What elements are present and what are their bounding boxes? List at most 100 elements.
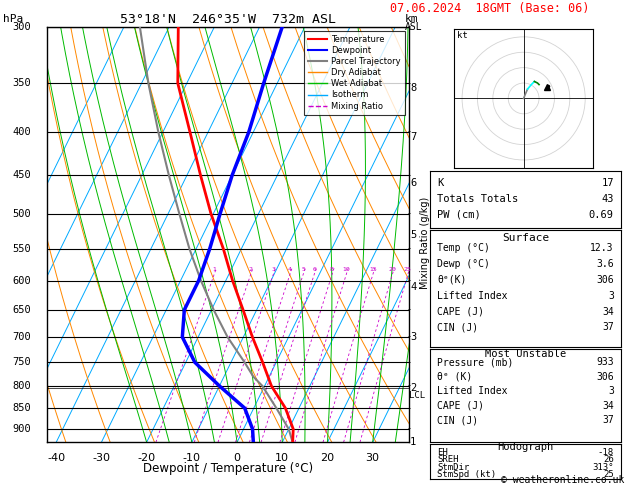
Text: 2: 2 [248, 267, 253, 272]
Text: Surface: Surface [502, 232, 549, 243]
Text: StmDir: StmDir [437, 463, 469, 471]
Text: -: - [408, 425, 410, 434]
Text: -: - [408, 276, 410, 285]
Text: -: - [408, 404, 410, 413]
Legend: Temperature, Dewpoint, Parcel Trajectory, Dry Adiabat, Wet Adiabat, Isotherm, Mi: Temperature, Dewpoint, Parcel Trajectory… [304, 31, 404, 115]
Text: 350: 350 [12, 78, 31, 88]
Text: 750: 750 [12, 357, 31, 367]
Text: 4: 4 [410, 281, 416, 292]
Text: 8: 8 [410, 84, 416, 93]
Text: CAPE (J): CAPE (J) [437, 307, 484, 316]
Text: 3: 3 [271, 267, 276, 272]
Text: 306: 306 [596, 275, 614, 285]
Text: 25: 25 [404, 267, 412, 272]
Text: -: - [408, 305, 410, 314]
Text: 8: 8 [330, 267, 334, 272]
Text: 2: 2 [410, 383, 416, 393]
Text: 650: 650 [12, 305, 31, 315]
Text: 550: 550 [12, 243, 31, 254]
Text: Lifted Index: Lifted Index [437, 386, 508, 397]
Text: -18: -18 [598, 448, 614, 457]
Text: K: K [437, 177, 443, 188]
Text: PW (cm): PW (cm) [437, 209, 481, 220]
Text: -40: -40 [47, 452, 65, 463]
Text: 10: 10 [342, 267, 350, 272]
Text: 37: 37 [602, 416, 614, 425]
Text: 0: 0 [233, 452, 240, 463]
Text: θᵉ (K): θᵉ (K) [437, 372, 472, 382]
Text: -: - [408, 244, 410, 253]
Text: -: - [408, 358, 410, 367]
Text: Temp (°C): Temp (°C) [437, 243, 490, 253]
Text: CAPE (J): CAPE (J) [437, 401, 484, 411]
Text: 15: 15 [369, 267, 377, 272]
Title: 53°18'N  246°35'W  732m ASL: 53°18'N 246°35'W 732m ASL [120, 13, 336, 26]
Text: 34: 34 [602, 307, 614, 316]
Text: 37: 37 [602, 323, 614, 332]
Text: Mixing Ratio (g/kg): Mixing Ratio (g/kg) [420, 197, 430, 289]
Text: -10: -10 [183, 452, 201, 463]
Text: 43: 43 [601, 193, 614, 204]
Text: 10: 10 [276, 452, 289, 463]
Text: 3: 3 [410, 332, 416, 342]
Text: CIN (J): CIN (J) [437, 323, 479, 332]
Text: 400: 400 [12, 127, 31, 137]
Text: hPa: hPa [3, 14, 23, 24]
Text: Totals Totals: Totals Totals [437, 193, 518, 204]
Text: 300: 300 [12, 22, 31, 32]
Text: 306: 306 [596, 372, 614, 382]
Text: -: - [408, 209, 410, 218]
Text: -: - [408, 382, 410, 390]
Text: LCL: LCL [409, 391, 426, 399]
Text: -30: -30 [92, 452, 111, 463]
Text: -20: -20 [138, 452, 156, 463]
Text: 500: 500 [12, 209, 31, 219]
Text: θᵉ(K): θᵉ(K) [437, 275, 467, 285]
Text: -: - [408, 332, 410, 342]
Text: 600: 600 [12, 276, 31, 286]
Text: 933: 933 [596, 358, 614, 367]
Text: 0.69: 0.69 [589, 209, 614, 220]
Text: 20: 20 [389, 267, 396, 272]
Text: 17: 17 [601, 177, 614, 188]
Text: -: - [408, 128, 410, 137]
Text: ASL: ASL [404, 22, 422, 32]
Text: 313°: 313° [593, 463, 614, 471]
Text: 700: 700 [12, 332, 31, 342]
Text: 3: 3 [608, 386, 614, 397]
Text: -: - [408, 22, 410, 31]
Text: Most Unstable: Most Unstable [485, 349, 566, 359]
Text: 4: 4 [288, 267, 292, 272]
Text: 20: 20 [320, 452, 335, 463]
Text: 7: 7 [410, 132, 416, 141]
Text: 3.6: 3.6 [596, 259, 614, 269]
Text: © weatheronline.co.uk: © weatheronline.co.uk [501, 474, 624, 485]
Text: 25: 25 [603, 470, 614, 479]
Text: 6: 6 [410, 178, 416, 188]
Text: CIN (J): CIN (J) [437, 416, 479, 425]
Text: 5: 5 [301, 267, 305, 272]
Text: Dewp (°C): Dewp (°C) [437, 259, 490, 269]
Text: 30: 30 [365, 452, 380, 463]
Text: 1: 1 [410, 437, 416, 447]
Text: -: - [408, 79, 410, 87]
Text: 850: 850 [12, 403, 31, 413]
Text: StmSpd (kt): StmSpd (kt) [437, 470, 496, 479]
Text: -: - [408, 171, 410, 180]
Text: 800: 800 [12, 381, 31, 391]
Text: 450: 450 [12, 170, 31, 180]
Text: 12.3: 12.3 [590, 243, 614, 253]
Text: 900: 900 [12, 424, 31, 434]
Text: Lifted Index: Lifted Index [437, 291, 508, 301]
Text: 07.06.2024  18GMT (Base: 06): 07.06.2024 18GMT (Base: 06) [390, 2, 589, 16]
Text: km: km [404, 14, 418, 24]
Text: 5: 5 [410, 230, 416, 240]
Text: EH: EH [437, 448, 448, 457]
Text: 26: 26 [603, 455, 614, 464]
Text: 34: 34 [602, 401, 614, 411]
Text: SREH: SREH [437, 455, 459, 464]
Text: 6: 6 [312, 267, 316, 272]
X-axis label: Dewpoint / Temperature (°C): Dewpoint / Temperature (°C) [143, 462, 313, 475]
Text: 1: 1 [212, 267, 216, 272]
Text: Pressure (mb): Pressure (mb) [437, 358, 514, 367]
